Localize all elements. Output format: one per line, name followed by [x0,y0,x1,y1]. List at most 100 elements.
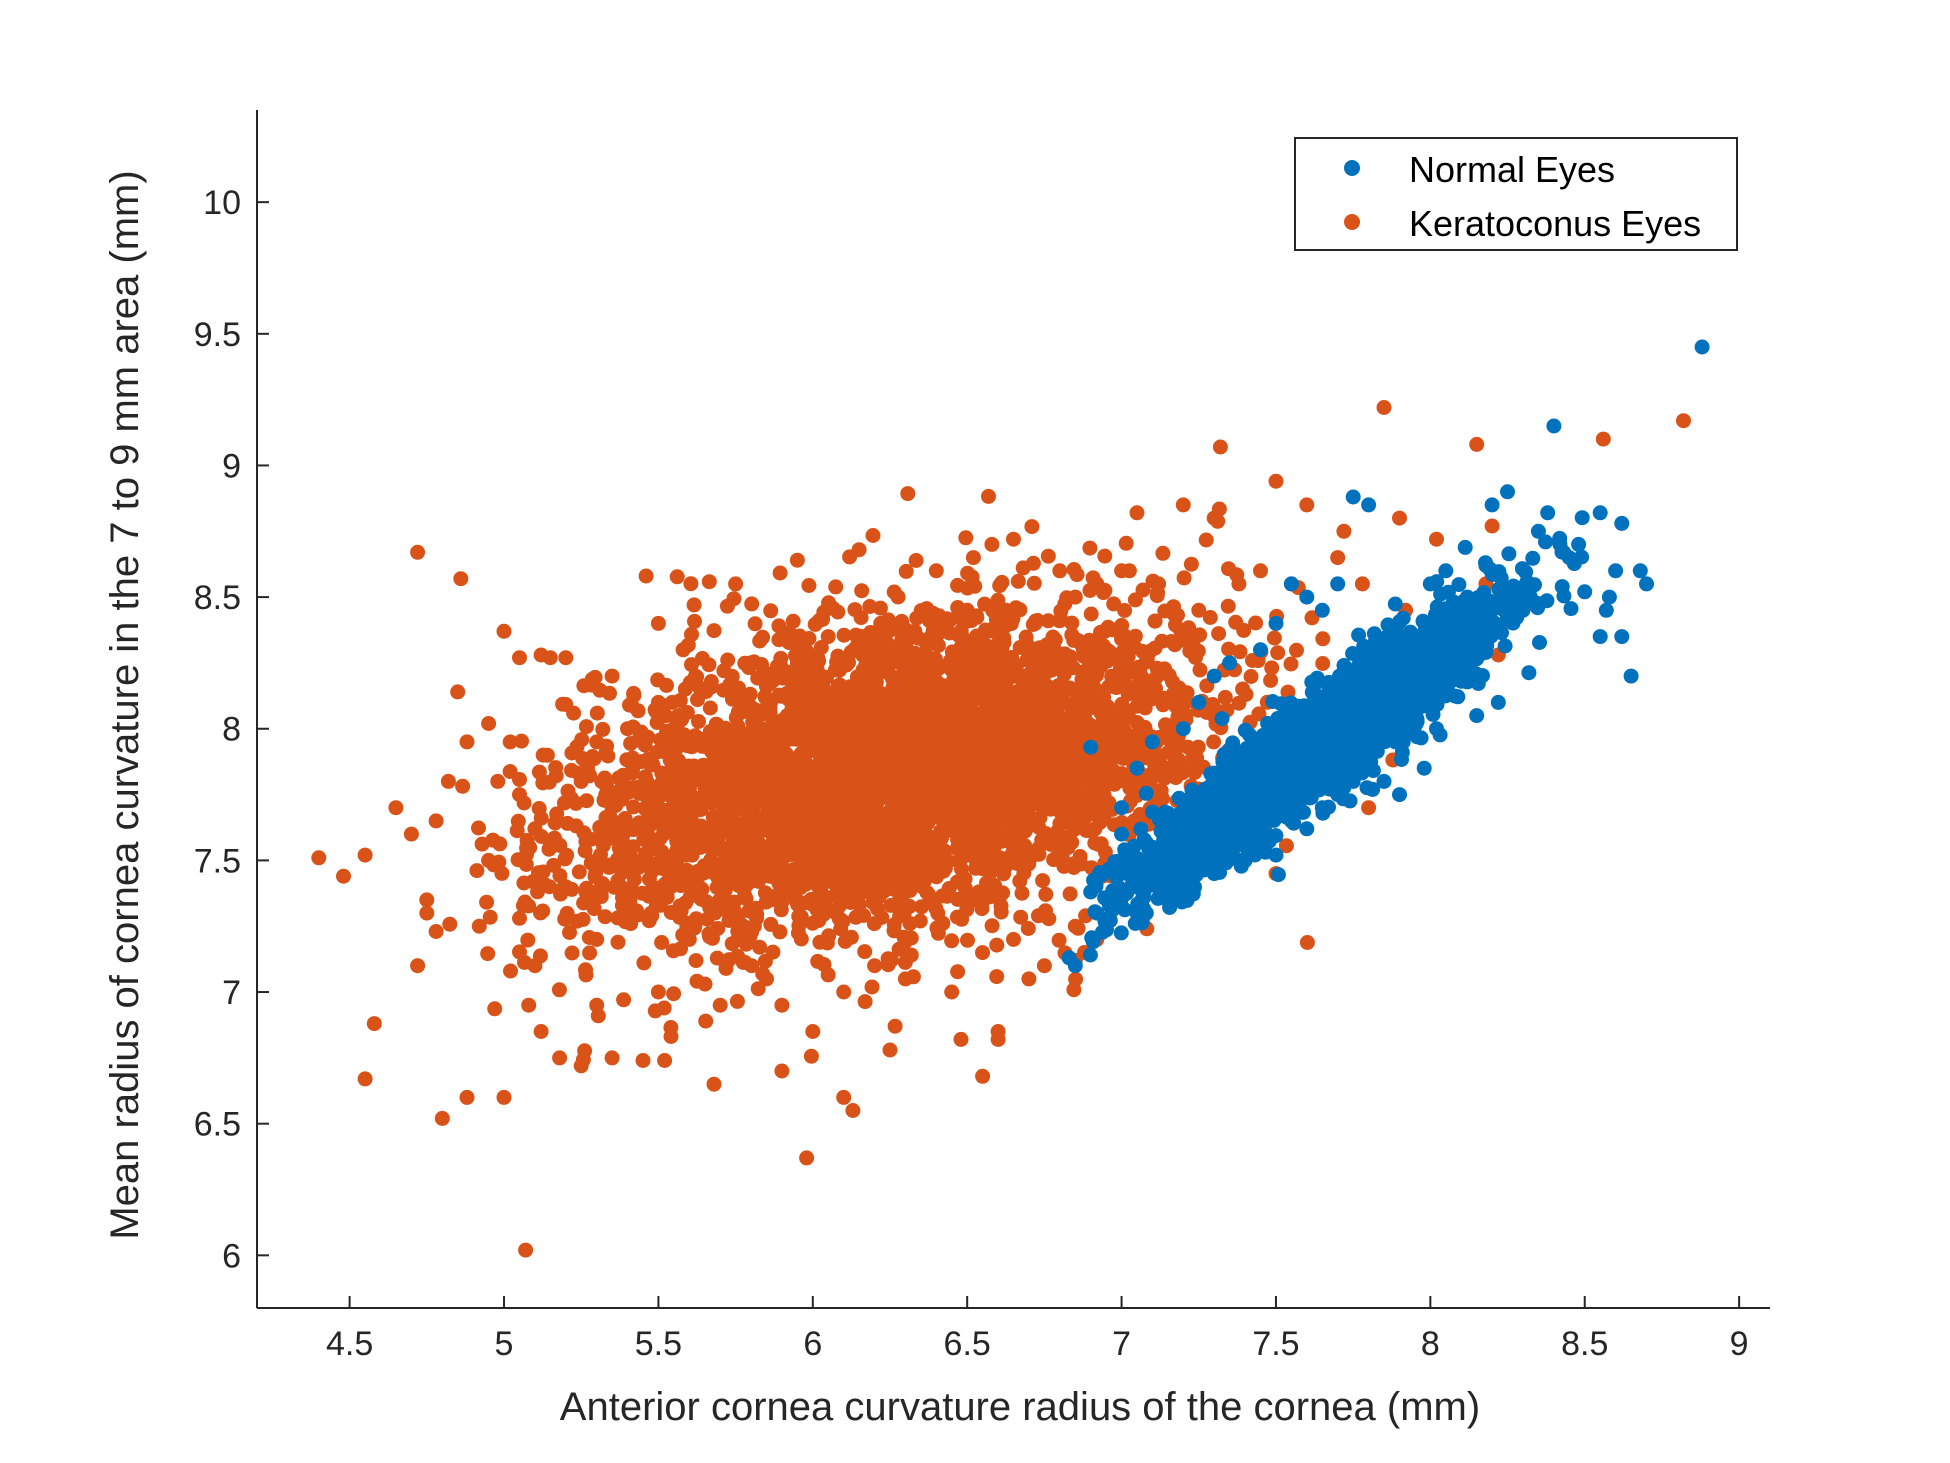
keratoconus-eye-point [997,691,1013,707]
keratoconus-eye-point [954,861,969,877]
keratoconus-eye-point [1013,909,1029,925]
keratoconus-eye-point [845,852,861,868]
keratoconus-eye-point [873,615,889,631]
keratoconus-eye-point [521,898,537,914]
keratoconus-eye-point [1299,935,1315,950]
keratoconus-eye-point [512,787,527,803]
keratoconus-eye-point [440,773,456,789]
keratoconus-eye-point [865,895,881,911]
keratoconus-eye-point [1078,725,1094,741]
keratoconus-eye-point [1082,540,1098,556]
keratoconus-eye-point [944,984,960,1000]
keratoconus-eye-point [1155,690,1171,706]
keratoconus-eye-point [942,746,958,762]
keratoconus-eye-point [824,742,840,758]
keratoconus-eye-point [897,870,913,886]
keratoconus-eye-point [701,926,717,942]
keratoconus-eye-point [1154,633,1170,649]
keratoconus-eye-point [851,542,867,558]
keratoconus-eye-point [1033,686,1049,702]
keratoconus-eye-point [1151,576,1167,592]
keratoconus-eye-point [403,826,419,842]
keratoconus-eye-point [556,795,572,811]
keratoconus-eye-point [828,790,844,806]
keratoconus-eye-point [738,936,754,952]
keratoconus-eye-point [557,851,573,867]
keratoconus-eye-point [874,755,890,770]
keratoconus-eye-point [957,695,973,711]
keratoconus-eye-point [900,486,916,502]
keratoconus-eye-point [724,812,740,828]
keratoconus-eye-point [860,673,876,689]
keratoconus-eye-point [1299,497,1315,513]
keratoconus-eye-point [801,578,817,593]
keratoconus-eye-point [865,528,881,543]
keratoconus-eye-point [712,744,728,759]
keratoconus-eye-point [1062,886,1078,902]
keratoconus-eye-point [711,893,727,909]
keratoconus-eye-point [725,832,741,848]
keratoconus-eye-point [1002,707,1018,723]
keratoconus-eye-point [967,650,983,666]
keratoconus-eye-point [1283,656,1299,672]
keratoconus-eye-point [918,633,934,649]
keratoconus-eye-point [569,739,585,755]
keratoconus-eye-point [701,574,717,590]
keratoconus-eye-point [887,1018,903,1034]
keratoconus-eye-point [875,631,890,647]
keratoconus-eye-point [702,700,718,716]
keratoconus-eye-point [879,728,895,744]
keratoconus-eye-point [879,714,895,730]
keratoconus-eye-point [954,911,970,927]
keratoconus-eye-point [1268,473,1284,489]
keratoconus-eye-point [610,934,626,950]
keratoconus-eye-point [549,806,565,822]
keratoconus-eye-point [712,997,728,1013]
keratoconus-eye-point [1232,644,1248,660]
keratoconus-eye-point [874,910,890,925]
keratoconus-eye-point [697,976,713,992]
keratoconus-eye-point [1036,958,1052,974]
keratoconus-eye-point [944,644,960,660]
keratoconus-eye-point [703,674,719,689]
keratoconus-eye-point [604,668,620,684]
keratoconus-eye-point [1090,786,1106,802]
keratoconus-eye-point [1012,873,1028,889]
keratoconus-eye-point [1035,873,1051,889]
keratoconus-eye-point [993,675,1009,690]
keratoconus-eye-point [1067,589,1083,605]
keratoconus-eye-point [898,723,914,739]
keratoconus-eye-point [1066,982,1082,998]
keratoconus-eye-point [725,723,741,739]
keratoconus-eye-point [653,732,669,748]
keratoconus-eye-point [996,866,1011,882]
keratoconus-eye-point [801,817,817,833]
keratoconus-eye-point [894,633,910,648]
keratoconus-eye-point [686,799,702,815]
keratoconus-eye-point [896,896,912,912]
keratoconus-eye-point [857,944,873,960]
keratoconus-eye-point [930,638,946,653]
keratoconus-eye-point [459,734,475,750]
keratoconus-eye-point [987,714,1003,730]
keratoconus-eye-point [841,739,857,755]
keratoconus-eye-point [516,875,532,891]
keratoconus-eye-point [1081,768,1097,784]
keratoconus-eye-point [965,550,981,566]
keratoconus-eye-point [599,778,615,794]
keratoconus-eye-point [1114,563,1130,579]
keratoconus-eye-point [832,826,847,842]
keratoconus-eye-point [428,813,444,829]
keratoconus-eye-point [777,872,793,888]
keratoconus-eye-point [1131,659,1147,675]
keratoconus-eye-point [1189,750,1205,766]
keratoconus-eye-point [577,1043,593,1059]
keratoconus-eye-point [752,633,768,649]
keratoconus-eye-point [527,958,543,974]
keratoconus-eye-point [994,574,1010,590]
keratoconus-eye-point [650,984,666,1000]
keratoconus-eye-point [811,613,827,628]
keratoconus-eye-point [762,766,778,782]
keratoconus-eye-point [828,579,844,595]
keratoconus-eye-point [1212,439,1228,455]
